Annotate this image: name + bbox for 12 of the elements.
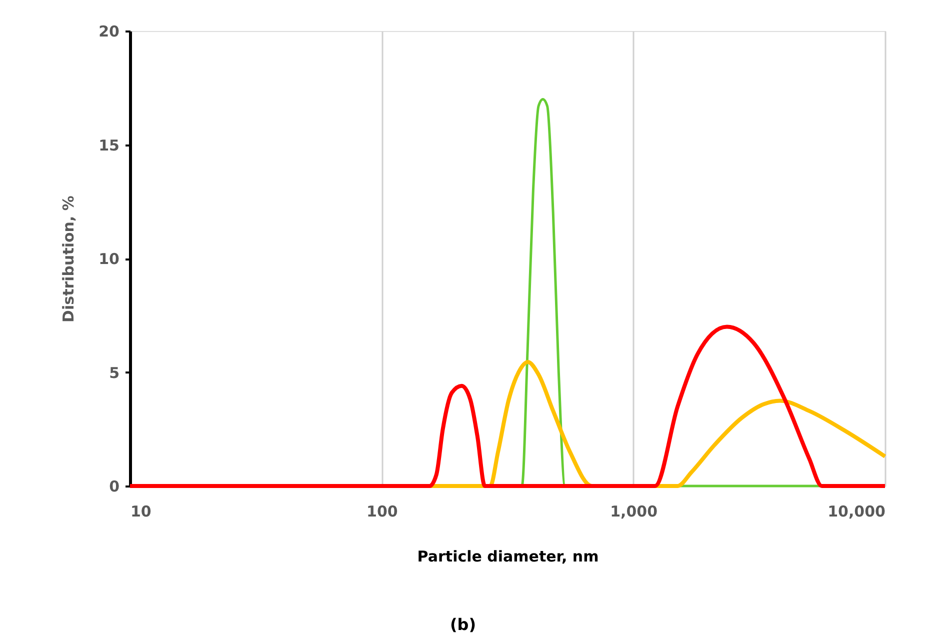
y-tick-label: 20 — [98, 22, 120, 40]
text: (b) — [450, 615, 476, 634]
x-tick-label: 1,000 — [610, 502, 658, 520]
x-tick-label: 100 — [366, 502, 398, 520]
x-tick-label: 10,000 — [828, 502, 886, 520]
y-tick-label: 15 — [98, 136, 120, 154]
y-tick-label: 0 — [109, 478, 120, 496]
y-tick-label: 10 — [98, 250, 120, 268]
y-tick-label: 5 — [109, 364, 120, 382]
x-axis-title: Particle diameter, nm — [417, 548, 599, 566]
y-axis-title: Distribution, % — [60, 196, 78, 322]
x-tick-label: 10 — [130, 502, 152, 520]
